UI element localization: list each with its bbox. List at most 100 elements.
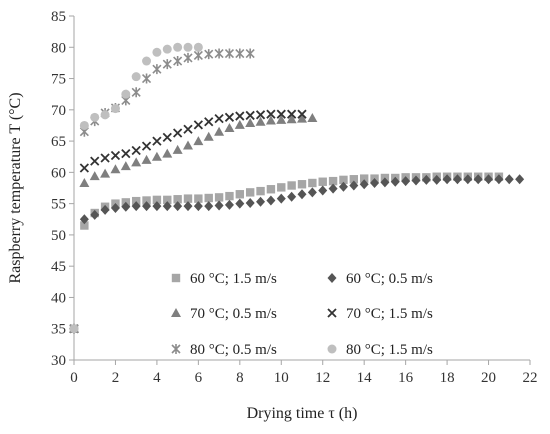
data-point — [266, 195, 276, 206]
data-point — [214, 113, 224, 124]
legend-marker — [171, 308, 181, 317]
data-point — [255, 116, 266, 126]
data-point — [173, 201, 183, 212]
y-tick-label: 85 — [51, 9, 66, 25]
data-point — [69, 324, 79, 334]
data-point — [183, 124, 193, 134]
x-tick-label: 18 — [440, 370, 455, 386]
data-point — [121, 148, 131, 159]
data-point — [194, 194, 203, 203]
data-point — [256, 186, 265, 196]
y-tick-label: 70 — [51, 103, 66, 119]
axes — [73, 16, 530, 361]
data-point — [204, 49, 214, 60]
data-point — [193, 50, 203, 61]
data-point — [380, 177, 390, 188]
data-point — [494, 174, 504, 185]
data-point — [142, 201, 152, 212]
x-tick-label: 6 — [195, 370, 203, 386]
legend-item: 60 °C; 1.5 m/s — [171, 271, 277, 287]
data-point — [131, 87, 141, 98]
data-point — [234, 119, 245, 129]
data-point — [110, 203, 120, 214]
legend-item: 70 °C; 0.5 m/s — [171, 306, 277, 322]
data-point — [256, 196, 266, 207]
legend-marker — [171, 344, 181, 354]
data-point — [152, 195, 162, 205]
data-point — [163, 195, 172, 205]
data-point — [442, 174, 452, 185]
series-5 — [69, 42, 203, 334]
data-point — [224, 122, 235, 132]
data-point — [183, 194, 193, 203]
data-point — [286, 109, 297, 119]
data-point — [339, 175, 348, 185]
data-point — [173, 56, 183, 67]
data-point — [276, 109, 286, 119]
data-point — [245, 48, 255, 59]
y-tick-label: 45 — [51, 259, 66, 275]
data-point — [245, 110, 255, 121]
data-point — [131, 145, 141, 156]
data-point — [255, 110, 266, 120]
data-point — [245, 198, 255, 209]
data-point — [131, 196, 141, 206]
data-point — [473, 174, 483, 185]
data-point — [245, 188, 255, 197]
data-point — [120, 161, 131, 171]
legend-marker — [327, 344, 337, 354]
data-point — [370, 177, 380, 188]
data-point — [235, 190, 245, 199]
data-point — [297, 189, 307, 200]
legend-item: 80 °C; 0.5 m/s — [171, 342, 277, 358]
data-point — [100, 168, 111, 178]
data-point — [100, 153, 110, 163]
data-point — [214, 200, 224, 211]
data-point — [151, 151, 162, 161]
data-point — [224, 48, 235, 59]
data-point — [100, 110, 110, 120]
data-point — [276, 193, 286, 204]
data-point — [224, 199, 234, 210]
data-point — [90, 112, 100, 122]
data-point — [141, 141, 152, 151]
data-point — [183, 201, 193, 212]
data-point — [183, 42, 193, 52]
y-axis-title: Raspberry temperature T (°C) — [7, 92, 24, 283]
data-point — [183, 140, 193, 150]
x-tick-label: 12 — [315, 370, 330, 386]
data-point — [214, 48, 224, 59]
data-point — [162, 148, 173, 158]
data-point — [193, 201, 203, 212]
data-series — [69, 42, 525, 334]
data-point — [318, 185, 328, 196]
legend-label: 80 °C; 0.5 m/s — [190, 342, 277, 358]
tick-labels: 30 35 40 45 50 55 60 65 70 75 80 85 0 2 4 6 8 10 12 14 16 18 2… — [51, 9, 538, 386]
data-point — [401, 176, 411, 187]
data-point — [276, 114, 287, 124]
data-point — [90, 209, 100, 220]
legend-label: 70 °C; 0.5 m/s — [190, 306, 277, 322]
data-point — [79, 177, 90, 187]
data-point — [421, 174, 431, 185]
data-point — [349, 180, 359, 191]
data-point — [287, 181, 296, 190]
data-point — [79, 163, 89, 173]
data-point — [297, 109, 307, 119]
legend-marker — [327, 308, 337, 318]
data-point — [142, 196, 151, 205]
x-tick-label: 20 — [481, 370, 496, 386]
data-point — [411, 175, 421, 186]
data-point — [266, 109, 276, 119]
legend-label: 60 °C; 1.5 m/s — [190, 271, 277, 287]
data-point — [235, 198, 245, 209]
data-point — [173, 195, 182, 204]
data-point — [100, 204, 110, 215]
data-point — [214, 126, 225, 136]
data-point — [328, 176, 338, 186]
x-axis-title: Drying time τ (h) — [247, 405, 358, 422]
data-point — [277, 183, 286, 192]
legend-label: 60 °C; 0.5 m/s — [346, 271, 433, 287]
data-point — [203, 131, 214, 141]
series-2 — [69, 112, 318, 333]
